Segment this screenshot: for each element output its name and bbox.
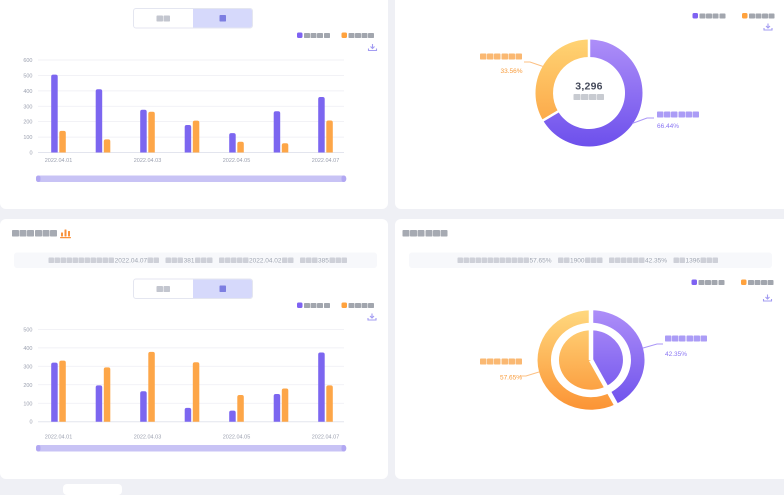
svg-text:200: 200	[23, 383, 32, 389]
svg-text:2022.04.01: 2022.04.01	[45, 435, 73, 441]
svg-text:2022.04.05: 2022.04.05	[223, 435, 251, 441]
svg-text:3,296: 3,296	[575, 81, 603, 93]
svg-text:100: 100	[23, 135, 32, 141]
svg-text:300: 300	[23, 104, 32, 110]
svg-text:0: 0	[29, 420, 32, 426]
svg-text:0: 0	[29, 151, 32, 157]
svg-text:2022.04.05: 2022.04.05	[223, 158, 251, 164]
svg-text:400: 400	[23, 89, 32, 95]
svg-text:500: 500	[23, 327, 32, 333]
svg-text:42.35%: 42.35%	[665, 351, 687, 358]
svg-text:66.44%: 66.44%	[657, 123, 679, 130]
svg-text:200: 200	[23, 120, 32, 126]
svg-text:600: 600	[23, 58, 32, 64]
svg-text:2022.04.07: 2022.04.07	[312, 435, 340, 441]
svg-text:100: 100	[23, 401, 32, 407]
svg-text:2022.04.03: 2022.04.03	[134, 435, 162, 441]
svg-text:500: 500	[23, 73, 32, 79]
svg-text:300: 300	[23, 364, 32, 370]
svg-text:57.65%: 57.65%	[500, 375, 522, 382]
svg-text:400: 400	[23, 346, 32, 352]
svg-text:2022.04.01: 2022.04.01	[45, 158, 73, 164]
svg-text:2022.04.03: 2022.04.03	[134, 158, 162, 164]
svg-text:2022.04.07: 2022.04.07	[312, 158, 340, 164]
svg-text:33.56%: 33.56%	[500, 68, 522, 75]
